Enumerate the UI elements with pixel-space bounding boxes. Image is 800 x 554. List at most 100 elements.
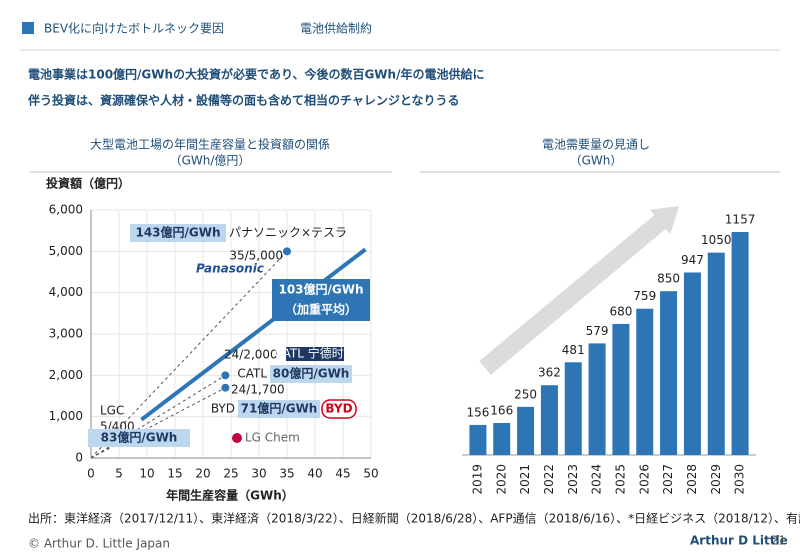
logo: LG Chem <box>245 431 300 445</box>
bar <box>707 252 725 455</box>
average-text: （加重平均） <box>285 302 357 317</box>
chart-title: 電池需要量の見通し <box>542 138 650 152</box>
x-tick-label: 2029 <box>709 464 723 495</box>
copyright: © Arthur D. Little Japan <box>28 537 170 551</box>
average-label-box <box>272 279 370 321</box>
x-tick-label: 10 <box>139 467 154 481</box>
x-tick-label: 35 <box>279 467 294 481</box>
annotation-box <box>88 429 190 447</box>
value-label: 362 <box>538 366 561 380</box>
point-label: 35/5,000 <box>229 249 283 263</box>
x-axis-label: 年間生産容量（GWh） <box>166 488 294 503</box>
value-label: 166 <box>490 404 513 418</box>
y-axis-label: 投資額（億円） <box>46 176 130 191</box>
x-tick-label: 2022 <box>542 464 556 495</box>
x-tick-label: 2024 <box>590 464 604 495</box>
value-label: 1050 <box>701 233 732 247</box>
x-tick-label: 2026 <box>637 464 651 495</box>
value-label: 481 <box>562 343 585 357</box>
bar <box>564 362 582 455</box>
bar <box>731 232 749 455</box>
bar <box>636 308 654 455</box>
x-tick-label: 50 <box>363 467 378 481</box>
value-label: 156 <box>466 405 489 419</box>
header-mark <box>22 22 34 34</box>
bar <box>469 424 487 455</box>
page-number: 21 <box>771 534 786 548</box>
annotation-label: 83億円/GWh <box>101 430 178 445</box>
x-tick-label: 30 <box>251 467 266 481</box>
y-tick-label: 5,000 <box>49 244 83 258</box>
annotation-text: CATL <box>237 367 267 381</box>
bar <box>660 291 678 455</box>
logo: CATL 宁德时代 <box>274 346 356 361</box>
header-subtitle: 電池供給制約 <box>300 21 372 36</box>
annotation-text: LGC <box>100 404 124 418</box>
point <box>221 383 230 392</box>
annotation-label: 143億円/GWh <box>135 225 220 240</box>
logo: Panasonic <box>196 262 264 276</box>
value-label: 579 <box>586 324 609 338</box>
x-tick-label: 2028 <box>685 464 699 495</box>
headline: 伴う投資は、資源確保や人材・設備等の面も含めて相当のチャレンジとなりうる <box>27 93 460 108</box>
value-label: 947 <box>681 253 704 267</box>
source-note: 出所：東洋経済（2017/12/11）、東洋経済（2018/3/22）、日経新聞… <box>28 511 800 526</box>
annotation-box <box>130 224 226 242</box>
company-logo: Arthur D Little <box>690 534 788 548</box>
point <box>283 247 291 256</box>
chart-title: 大型電池工場の年間生産容量と投資額の関係 <box>90 137 330 152</box>
x-tick-label: 20 <box>195 467 210 481</box>
x-tick-label: 40 <box>307 467 322 481</box>
annotation-text: BYD <box>211 402 235 416</box>
y-tick-label: 1,000 <box>49 409 83 423</box>
logo-box <box>321 399 357 419</box>
bar <box>683 272 701 455</box>
value-label: 759 <box>633 289 656 303</box>
average-line <box>140 247 367 422</box>
y-tick-label: 4,000 <box>49 285 83 299</box>
annotation-label: 71億円/GWh <box>241 401 318 416</box>
y-tick-label: 0 <box>75 451 83 465</box>
x-tick-label: 2025 <box>613 464 627 495</box>
annotation-text: パナソニック×テスラ <box>229 226 347 240</box>
annotation-label: 80億円/GWh <box>273 366 350 381</box>
point-label: 24/1,700 <box>231 383 285 397</box>
value-label: 680 <box>609 304 632 318</box>
value-label: 250 <box>514 387 537 401</box>
x-tick-label: 2027 <box>661 464 675 495</box>
logo-box <box>286 347 344 361</box>
x-tick-label: 45 <box>335 467 350 481</box>
chart-subtitle: （GWh） <box>570 154 623 168</box>
x-tick-label: 0 <box>87 467 95 481</box>
y-tick-label: 6,000 <box>49 203 83 217</box>
y-tick-label: 2,000 <box>49 368 83 382</box>
header-title: BEV化に向けたボトルネック要因 <box>44 21 224 36</box>
x-tick-label: 25 <box>223 467 238 481</box>
bar <box>612 323 630 455</box>
point-label: 24/2,000 <box>224 348 278 362</box>
y-tick-label: 3,000 <box>49 327 83 341</box>
chart-subtitle: （GWh/億円） <box>170 154 251 168</box>
x-tick-label: 2019 <box>470 464 484 495</box>
annotation-box <box>270 365 352 383</box>
bar <box>588 343 606 455</box>
x-tick-label: 2023 <box>566 464 580 495</box>
point <box>221 371 230 380</box>
x-tick-label: 5 <box>115 467 123 481</box>
x-tick-label: 15 <box>167 467 182 481</box>
x-tick-label: 2020 <box>494 464 508 495</box>
x-tick-label: 2021 <box>518 464 532 495</box>
value-label: 1157 <box>725 213 756 227</box>
value-label: 850 <box>657 272 680 286</box>
bar <box>493 423 511 455</box>
annotation-box <box>238 400 320 418</box>
headline: 電池事業は100億円/GWhの大投資が必要であり、今後の数百GWh/年の電池供給… <box>28 67 484 82</box>
bar <box>540 385 558 455</box>
average-label: 103億円/GWh <box>278 282 363 297</box>
logo: BYD <box>325 402 352 416</box>
growth-arrow <box>479 206 680 375</box>
logo-mark <box>232 433 242 443</box>
x-tick-label: 2030 <box>733 464 747 495</box>
bar <box>517 406 535 455</box>
